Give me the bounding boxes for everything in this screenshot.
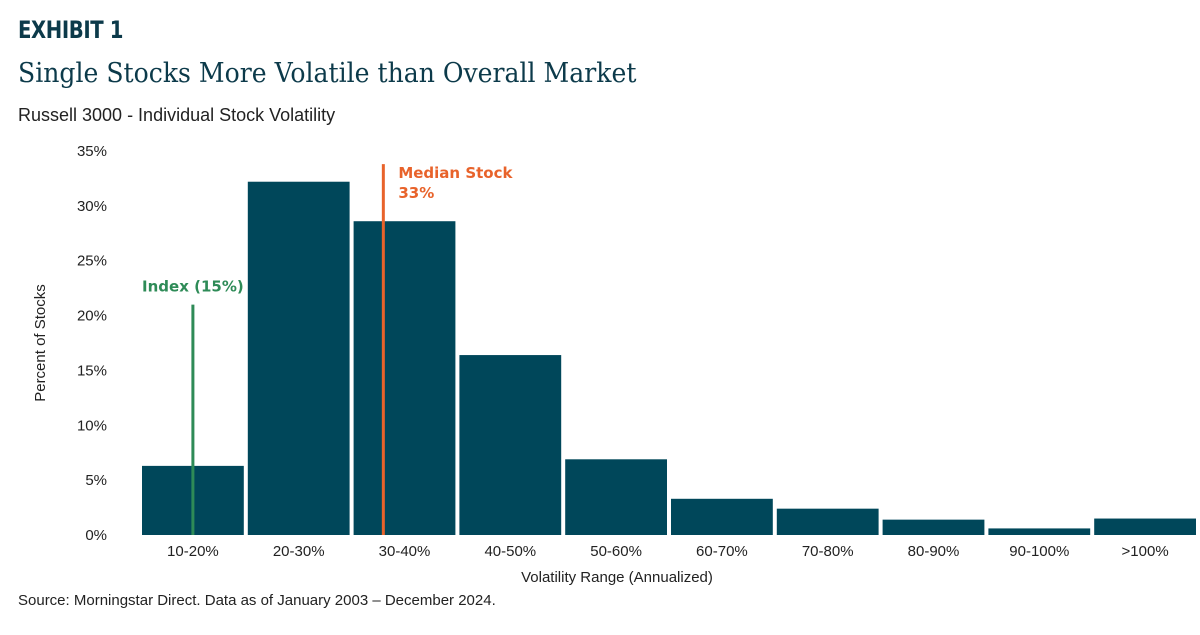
bar <box>353 221 456 535</box>
bar <box>1094 518 1196 535</box>
bar <box>988 528 1091 535</box>
x-axis-ticks: 10-20% 20-30% 30-40% 40-50% 50-60% 60-70% 70-8… <box>167 543 1169 560</box>
bar <box>459 355 562 535</box>
bar <box>565 459 667 535</box>
median-annotation-value: 33% <box>398 184 434 202</box>
bar <box>776 508 879 535</box>
x-tick-label: 10-20% <box>167 543 219 560</box>
index-annotation-label: Index (15%) <box>142 278 244 296</box>
chart-title: Single Stocks More Volatile than Overall… <box>18 58 637 89</box>
bars <box>142 181 1196 535</box>
y-tick-label: 10% <box>77 417 107 434</box>
y-axis-ticks: 0% 5% 10% 15% 20% 25% 30% 35% <box>77 143 107 544</box>
x-tick-label: 50-60% <box>590 543 642 560</box>
x-tick-label: 40-50% <box>484 543 536 560</box>
x-tick-label: 80-90% <box>908 543 960 560</box>
x-tick-label: 90-100% <box>1009 543 1069 560</box>
chart-subtitle: Russell 3000 - Individual Stock Volatili… <box>18 105 336 125</box>
y-tick-label: 35% <box>77 143 107 160</box>
y-tick-label: 20% <box>77 308 107 325</box>
y-tick-label: 25% <box>77 253 107 270</box>
bar <box>882 519 985 535</box>
y-tick-label: 30% <box>77 198 107 215</box>
bar <box>671 498 773 535</box>
bar <box>247 181 350 535</box>
y-tick-label: 5% <box>85 472 107 489</box>
x-tick-label: 20-30% <box>273 543 325 560</box>
y-axis-label: Percent of Stocks <box>32 284 49 402</box>
x-axis-label: Volatility Range (Annualized) <box>521 569 713 586</box>
y-tick-label: 0% <box>85 527 107 544</box>
y-tick-label: 15% <box>77 362 107 379</box>
x-tick-label: 60-70% <box>696 543 748 560</box>
x-tick-label: >100% <box>1122 543 1169 560</box>
x-tick-label: 30-40% <box>379 543 431 560</box>
x-tick-label: 70-80% <box>802 543 854 560</box>
source-note: Source: Morningstar Direct. Data as of J… <box>18 592 496 609</box>
exhibit-label: EXHIBIT 1 <box>18 16 124 44</box>
median-annotation-label: Median Stock <box>398 164 513 182</box>
